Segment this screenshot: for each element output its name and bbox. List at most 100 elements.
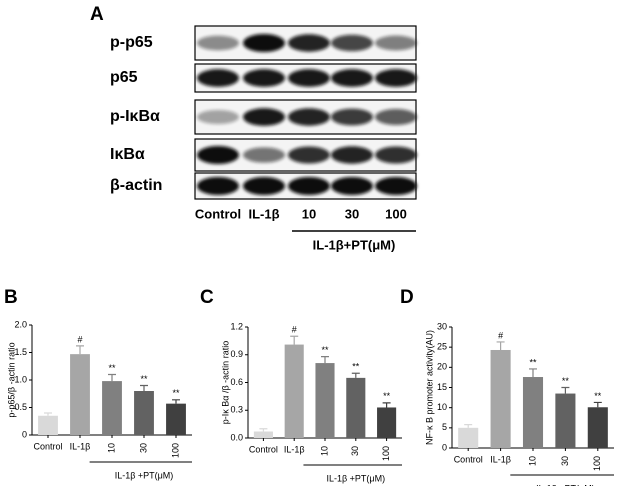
x-tick-label: Control — [454, 454, 483, 464]
x-tick-label: 100 — [592, 456, 602, 471]
blot-band — [331, 177, 373, 195]
bar — [490, 349, 511, 448]
y-axis-label: NF-κ B promoter activity(AU) — [424, 330, 434, 445]
blot-band — [288, 69, 330, 87]
lane-label: 30 — [345, 206, 359, 221]
y-tick-label: 30 — [437, 321, 447, 331]
error-bar — [351, 372, 360, 378]
significance-label: ** — [108, 363, 116, 373]
blot-band — [288, 34, 330, 52]
blot-row-label: IκBα — [110, 146, 145, 163]
x-tick-label: 30 — [138, 443, 148, 453]
y-tick-label: 15 — [437, 382, 447, 392]
blot-band — [288, 146, 330, 164]
panel-label: A — [90, 4, 104, 25]
bar — [458, 427, 479, 448]
y-tick-label: 20 — [437, 362, 447, 372]
x-tick-label: Control — [249, 444, 278, 454]
significance-label: # — [292, 325, 297, 335]
y-tick-label: 10 — [437, 402, 447, 412]
bar — [38, 415, 58, 435]
blot-band — [197, 177, 239, 195]
lane-label: 100 — [385, 206, 407, 221]
y-tick-label: 0.3 — [230, 405, 243, 415]
blot-band — [243, 147, 285, 163]
y-tick-label: 2.0 — [14, 319, 27, 329]
y-tick-label: 5 — [442, 422, 447, 432]
lane-label: Control — [195, 206, 241, 221]
y-tick-label: 0.0 — [230, 432, 243, 442]
blot-band — [197, 109, 239, 125]
western-blot — [194, 25, 417, 200]
x-tick-label: 10 — [527, 456, 537, 466]
y-tick-label: 0.9 — [230, 349, 243, 359]
x-tick-label: 10 — [106, 443, 116, 453]
bar — [134, 391, 154, 435]
blot-band — [197, 146, 239, 164]
bar — [346, 377, 366, 438]
significance-label: ** — [529, 357, 537, 367]
error-bar — [290, 335, 299, 345]
significance-label: # — [77, 334, 82, 344]
blot-band — [197, 35, 239, 51]
panel-label: B — [4, 287, 18, 308]
lane-label: IL-1β — [248, 206, 279, 221]
blot-row-label: β-actin — [110, 177, 162, 194]
group-label: IL-1β+PT(μM) — [313, 237, 396, 252]
y-axis-label: p-p65/β -actin ratio — [6, 342, 16, 417]
blot-band — [331, 108, 373, 126]
error-bar — [321, 356, 329, 364]
blot-band — [331, 34, 373, 52]
bar — [587, 407, 608, 448]
blot-row-label: p-p65 — [110, 34, 153, 51]
x-tick-label: IL-1β — [70, 441, 91, 451]
panel-label: C — [200, 287, 214, 308]
bar — [253, 431, 273, 438]
significance-label: ** — [594, 391, 602, 401]
blot-row-label: p-IκBα — [110, 108, 160, 125]
blot-band — [375, 35, 417, 51]
significance-label: ** — [321, 345, 329, 355]
error-bar — [259, 428, 268, 432]
y-tick-label: 0.6 — [230, 377, 243, 387]
x-tick-label: IL-1β — [490, 454, 511, 464]
bar — [377, 407, 397, 438]
blot-band — [243, 34, 285, 52]
blot-band — [375, 69, 417, 87]
blot-band — [375, 146, 417, 164]
error-bar — [382, 402, 391, 408]
error-bar — [529, 368, 537, 378]
error-bar — [140, 384, 148, 391]
blot-band — [288, 108, 330, 126]
blot-band — [243, 108, 285, 126]
significance-label: ** — [172, 388, 180, 398]
y-tick-label: 25 — [437, 342, 447, 352]
group-label: IL-1β +PT(μM) — [115, 470, 174, 480]
blot-row-label: p65 — [110, 69, 138, 86]
group-label: IL-1β +PT(μM) — [536, 483, 595, 486]
y-tick-label: 0.5 — [14, 402, 27, 412]
significance-label: ** — [562, 376, 570, 386]
bar — [284, 344, 304, 438]
blot-band — [375, 177, 417, 195]
blot-band — [375, 109, 417, 125]
x-tick-label: Control — [33, 441, 62, 451]
x-tick-label: 100 — [381, 446, 391, 461]
significance-label: ** — [140, 374, 148, 384]
y-tick-label: 1.0 — [14, 374, 27, 384]
lane-label: 10 — [302, 206, 316, 221]
blot-band — [243, 177, 285, 195]
y-tick-label: 0 — [442, 442, 447, 452]
error-bar — [172, 399, 180, 404]
error-bar — [76, 345, 84, 355]
y-tick-label: 0 — [22, 429, 27, 439]
bar — [522, 377, 544, 448]
group-label: IL-1β +PT(μM) — [326, 473, 385, 483]
panel-label: D — [400, 287, 414, 308]
y-tick-label: 1.2 — [230, 321, 243, 331]
blot-band — [243, 69, 285, 87]
significance-label: ** — [383, 391, 391, 401]
bar — [315, 363, 335, 438]
error-bar — [44, 412, 52, 416]
